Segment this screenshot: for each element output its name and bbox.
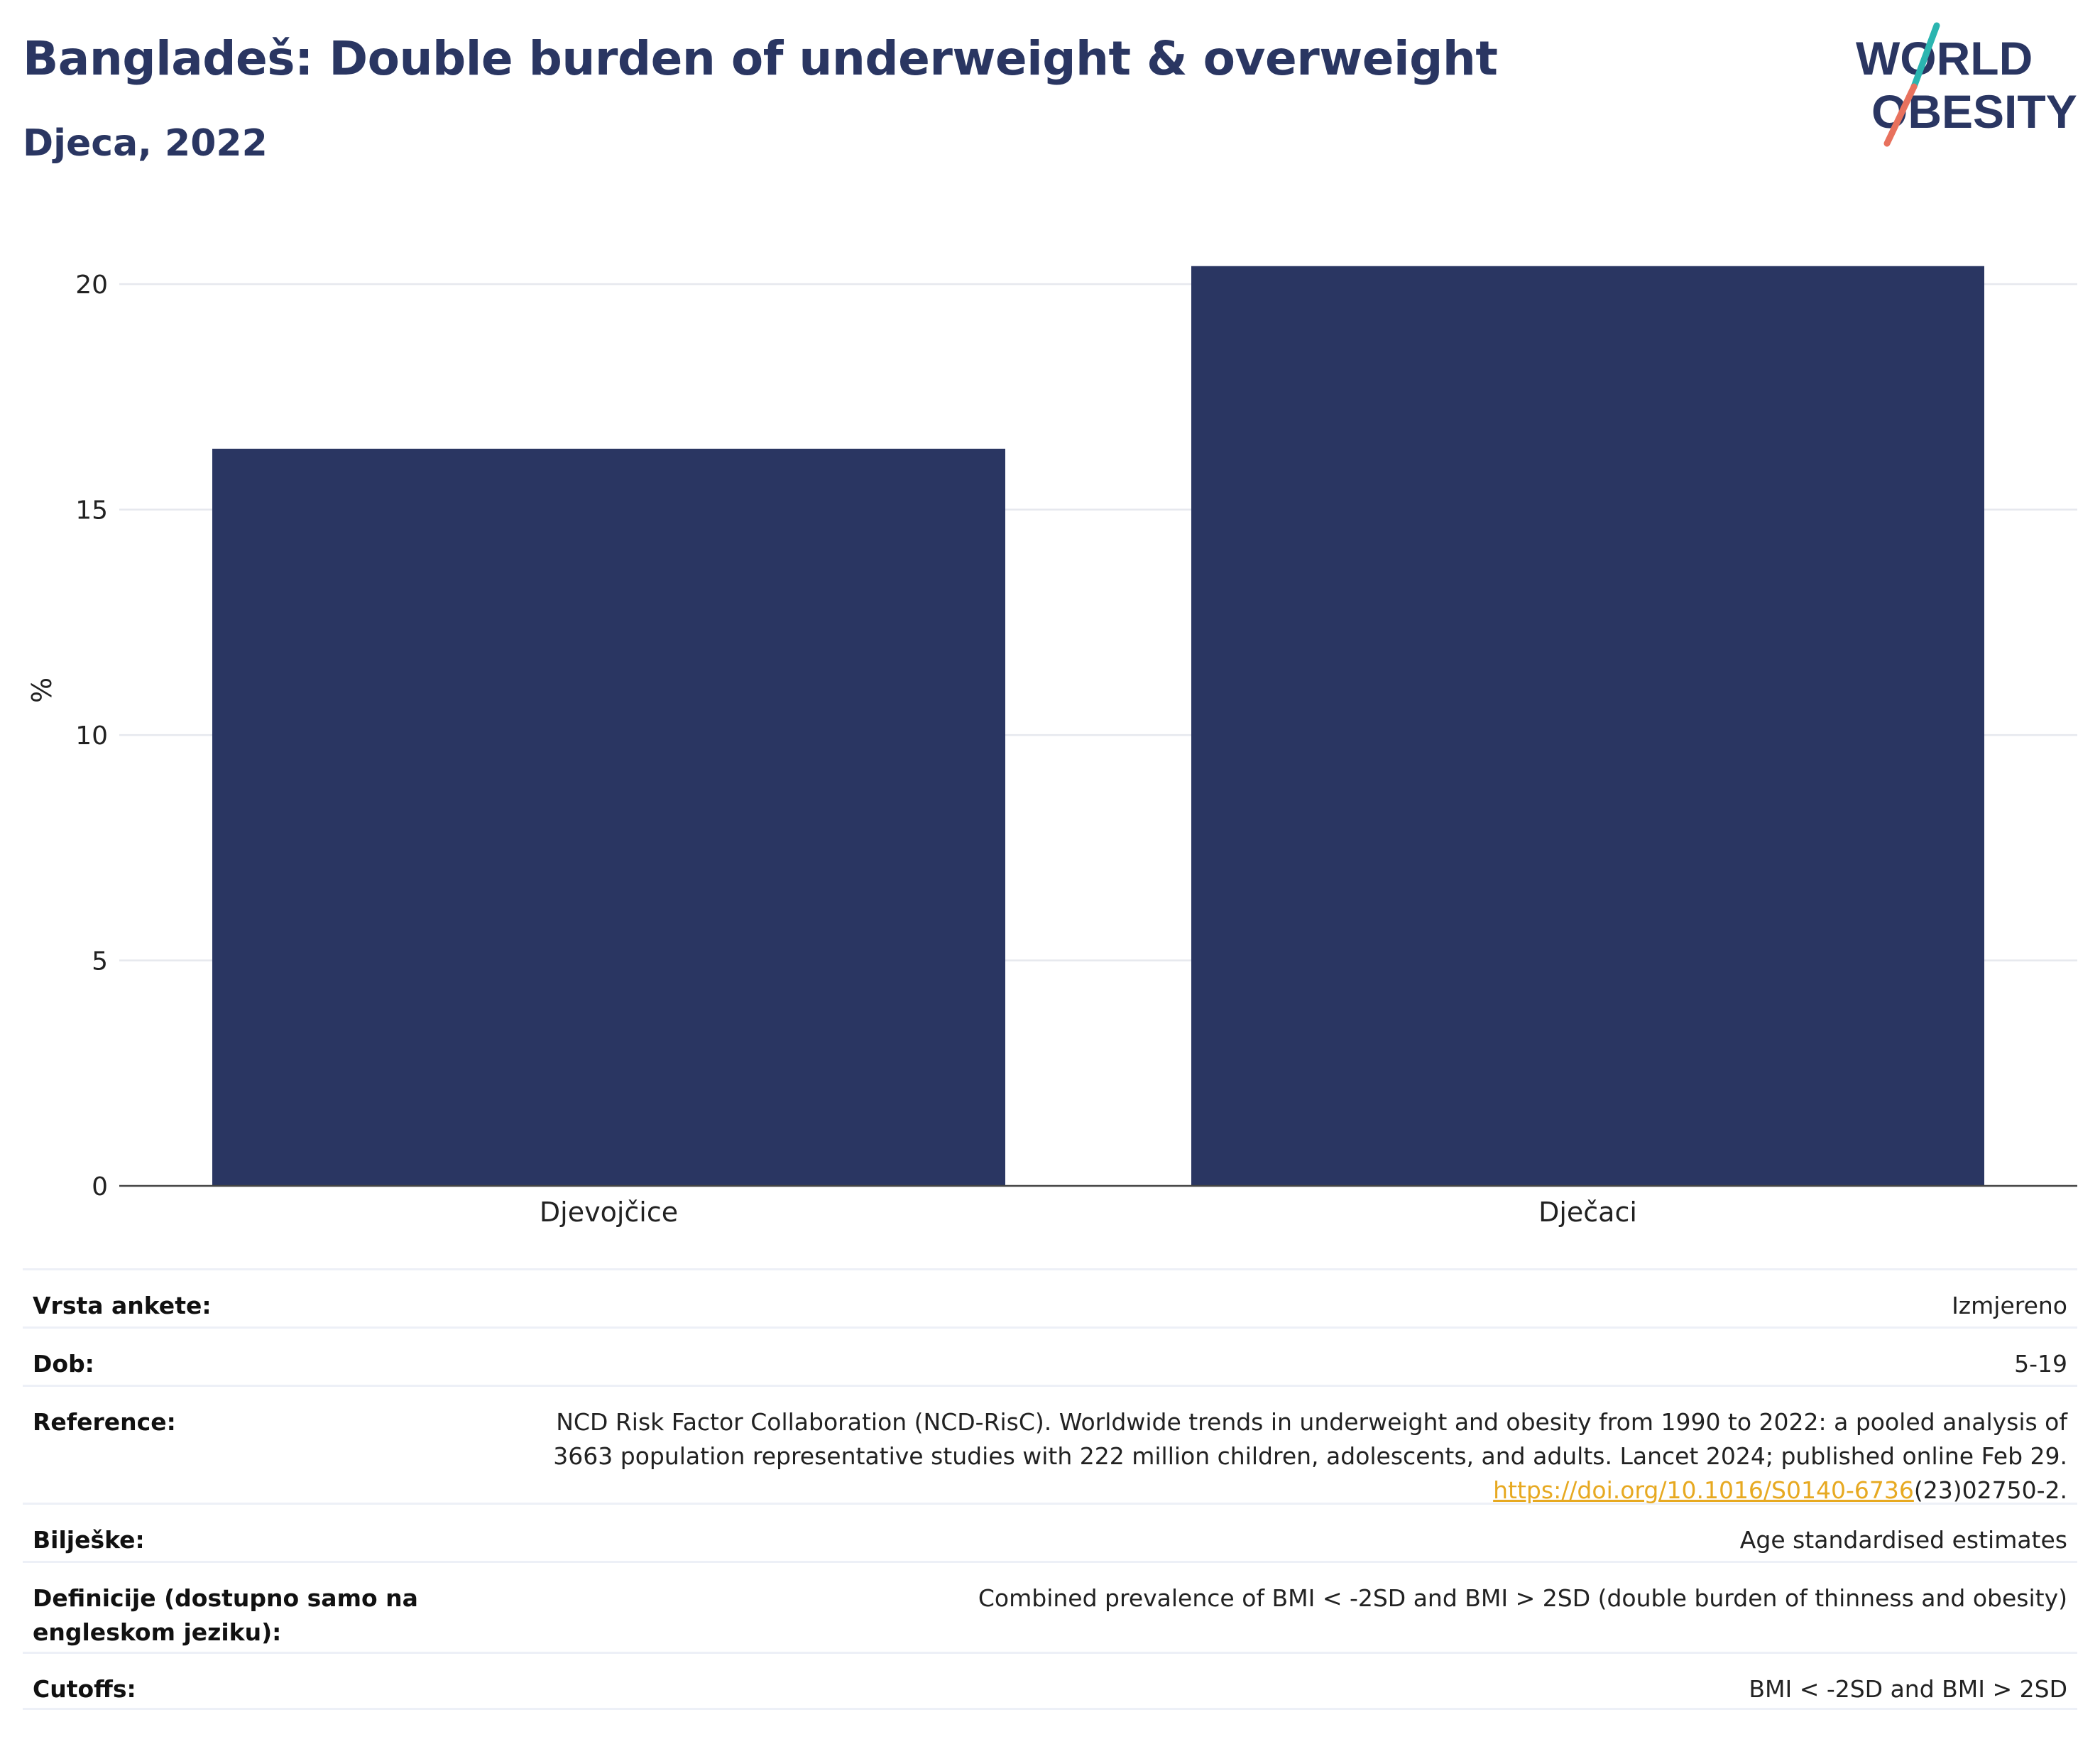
doi-suffix: (23)02750-2. [1913, 1476, 2067, 1504]
y-tick-label: 0 [92, 1172, 108, 1202]
metadata-label: Dob: [33, 1350, 94, 1378]
y-tick-label: 5 [92, 947, 108, 976]
y-tick-label: 10 [75, 721, 108, 751]
metadata-row: Reference: NCD Risk Factor Collaboration … [23, 1385, 2077, 1504]
metadata-row: Definicije (dostupno samo na engleskom j… [23, 1561, 2077, 1652]
chart-subtitle: Djeca, 2022 [23, 122, 268, 165]
bar [1191, 266, 1984, 1187]
logo-slash-bottom [1883, 83, 1918, 147]
reference-line: NCD Risk Factor Collaboration (NCD-RisC)… [556, 1408, 2067, 1436]
metadata-value: Age standardised estimates [1739, 1526, 2067, 1554]
metadata-row: Vrsta ankete: Izmjereno [23, 1268, 2077, 1326]
metadata-row: Cutoffs: BMI < -2SD and BMI > 2SD [23, 1652, 2077, 1710]
logo-line1: WORLD [1856, 32, 2033, 85]
bar-chart: 0 5 10 15 20 Djevojčice Dječaci % [26, 266, 2077, 1228]
metadata-value: NCD Risk Factor Collaboration (NCD-RisC)… [544, 1405, 2067, 1508]
axes: 0 5 10 15 20 Djevojčice Dječaci [75, 271, 2077, 1228]
metadata-value: Combined prevalence of BMI < -2SD and BM… [978, 1584, 2067, 1612]
metadata-value: BMI < -2SD and BMI > 2SD [1749, 1675, 2067, 1703]
world-obesity-logo: WORLD OBESITY [1856, 22, 2077, 147]
metadata-table: Vrsta ankete: Izmjereno Dob: 5-19 Reference:… [23, 1268, 2077, 1710]
chart-title: Bangladeš: Double burden of underweight … [23, 31, 1498, 86]
metadata-row: Bilješke: Age standardised estimates [23, 1503, 2077, 1561]
metadata-label: Definicije (dostupno samo na engleskom j… [33, 1584, 418, 1646]
metadata-value: Izmjereno [1952, 1292, 2067, 1319]
y-axis-label: % [26, 677, 58, 703]
metadata-label: Bilješke: [33, 1526, 145, 1554]
x-tick-label: Dječaci [1538, 1197, 1637, 1228]
reference-line: 3663 population representative studies w… [553, 1442, 2067, 1470]
logo-slash-top [1910, 22, 1940, 90]
metadata-row: Dob: 5-19 [23, 1326, 2077, 1385]
x-tick-label: Djevojčice [540, 1197, 678, 1228]
y-tick-label: 20 [75, 271, 108, 300]
metadata-label: Reference: [33, 1408, 176, 1436]
bar [212, 448, 1005, 1186]
metadata-label: Cutoffs: [33, 1675, 136, 1703]
bars [212, 266, 1984, 1187]
doi-link[interactable]: https://doi.org/10.1016/S0140-6736 [1493, 1476, 1914, 1504]
metadata-label: Vrsta ankete: [33, 1292, 212, 1319]
metadata-value: 5-19 [2014, 1350, 2067, 1378]
y-tick-label: 15 [75, 496, 108, 525]
reference-doi-line: https://doi.org/10.1016/S0140-6736(23)02… [544, 1473, 2067, 1508]
